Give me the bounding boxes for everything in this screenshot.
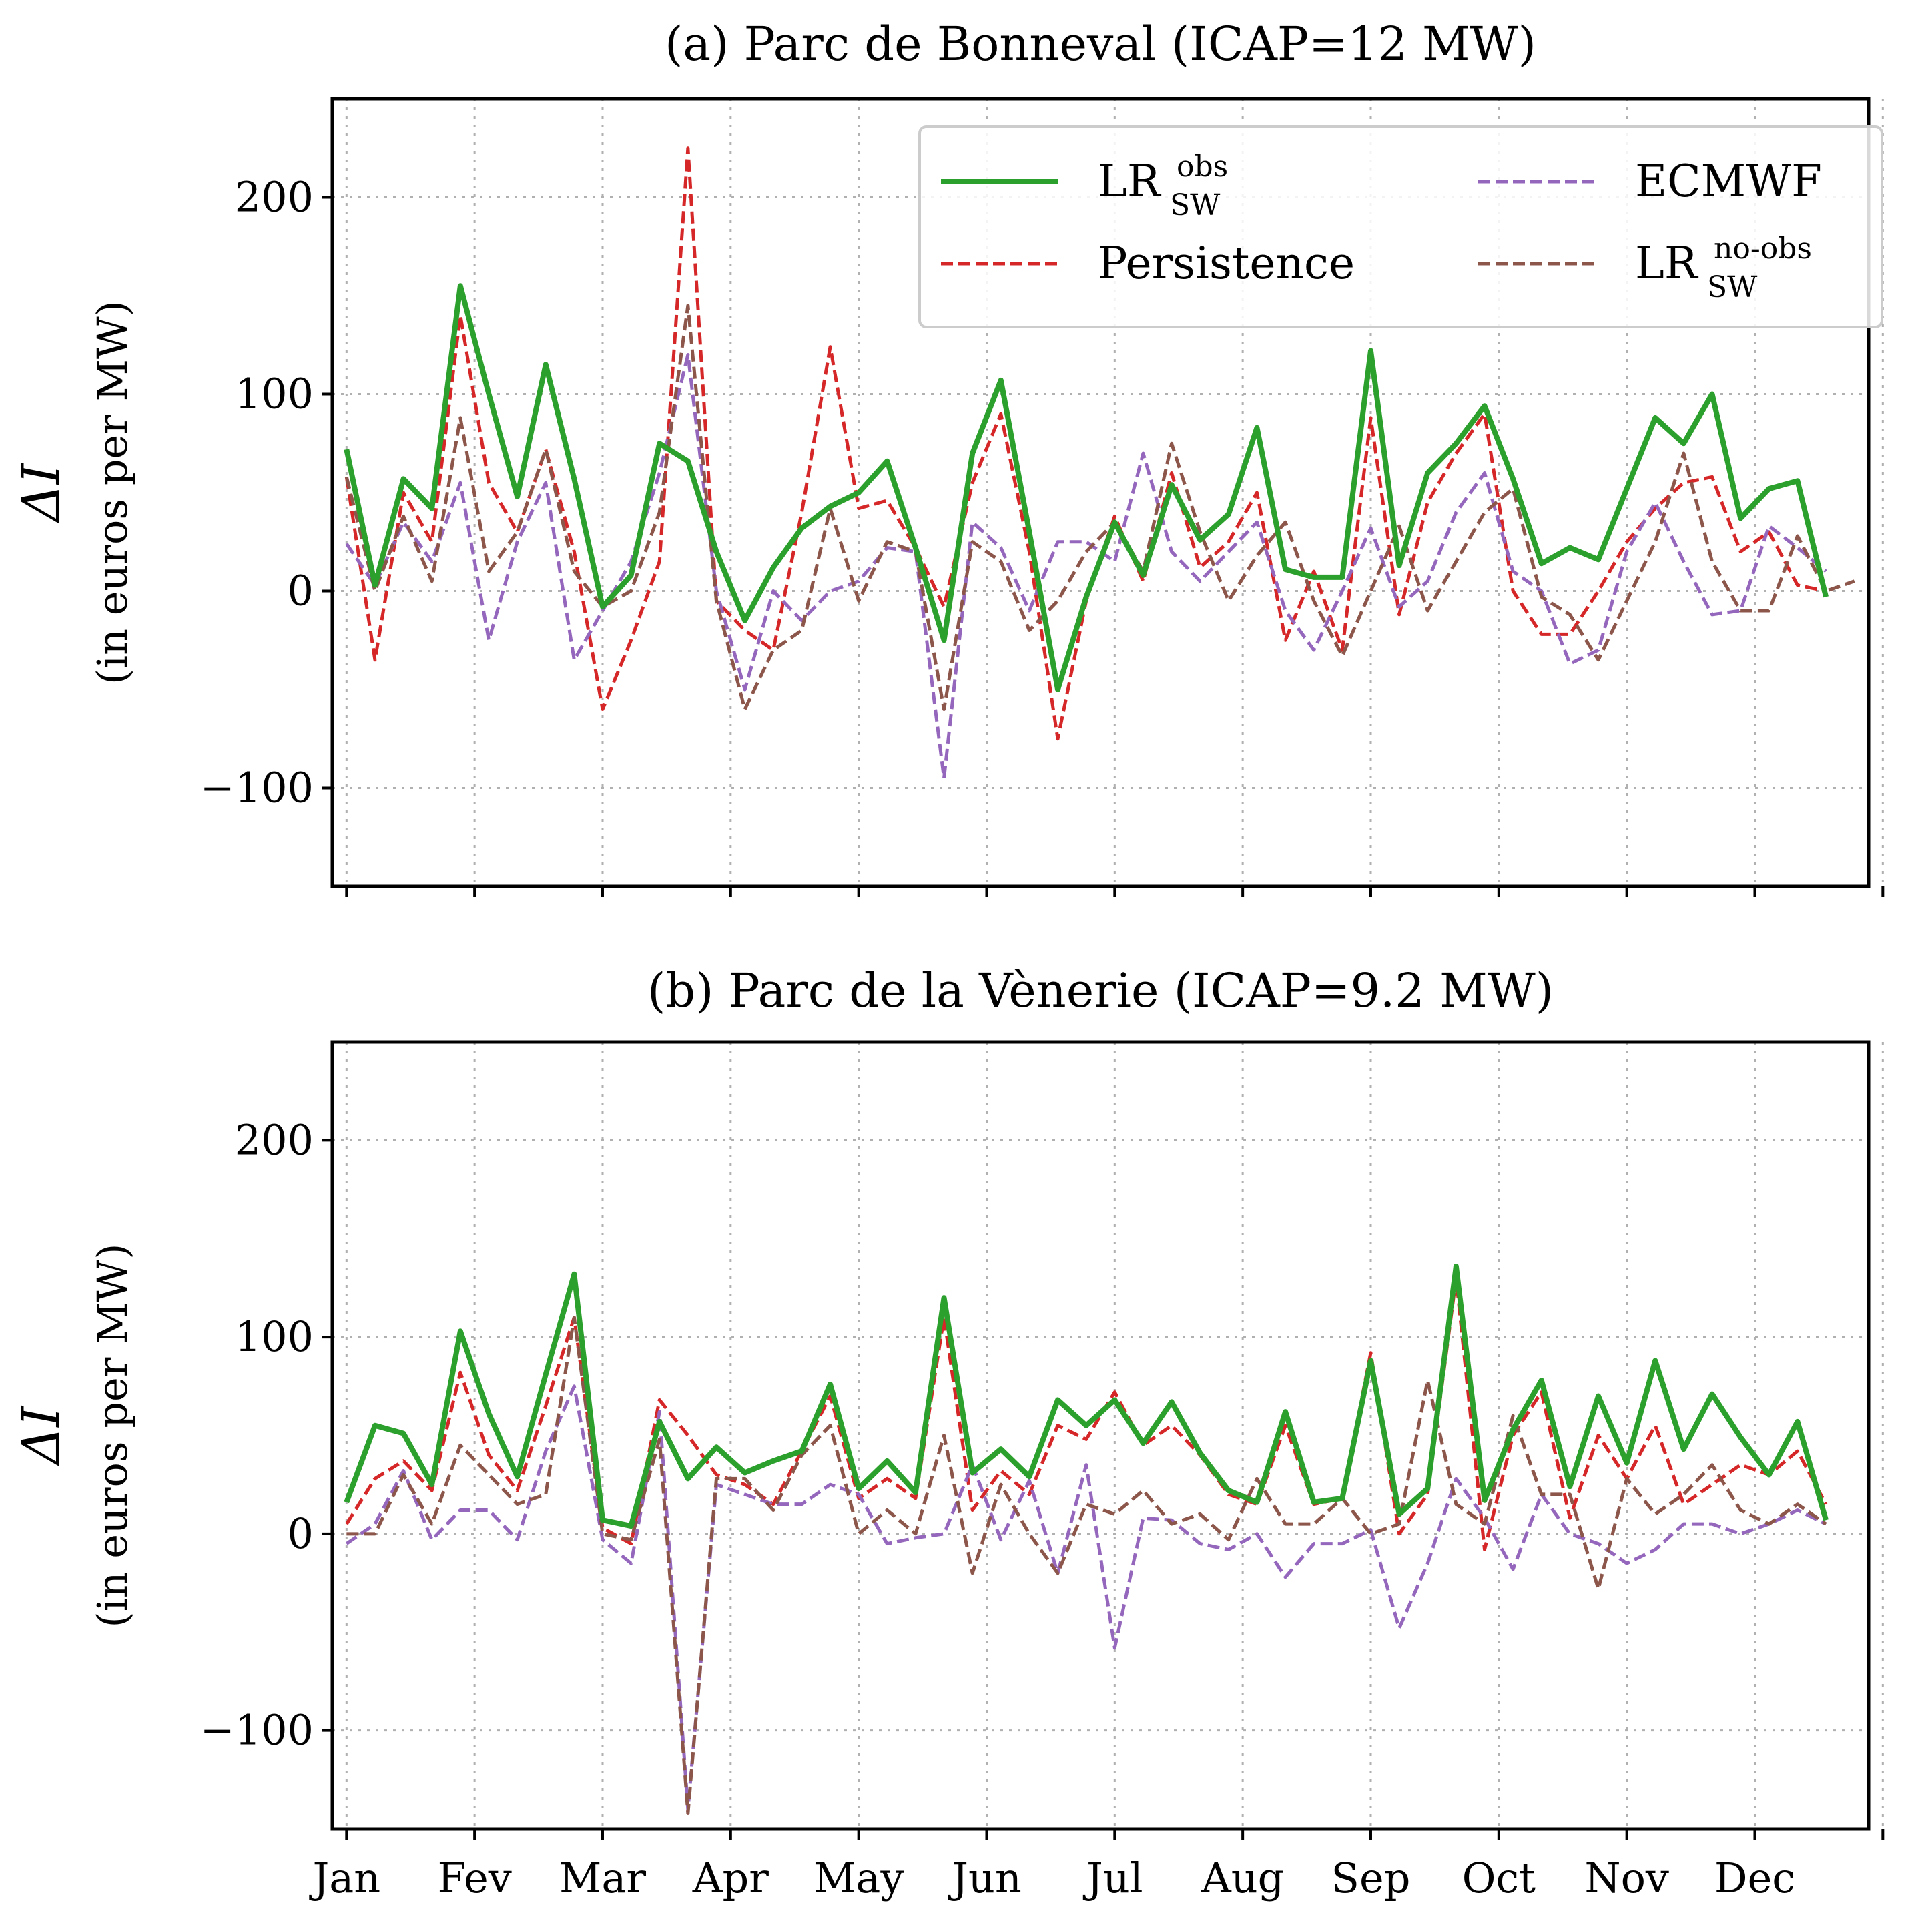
- legend-label: LR: [1635, 238, 1699, 289]
- y-tick-label: 0: [288, 567, 314, 615]
- series-line-lr-sw-obs: [344, 1264, 1829, 1529]
- legend: LR obs SW Persistence ECMWF LR no-obs SW: [918, 125, 1883, 328]
- y-tick-label: −100: [200, 1706, 314, 1755]
- y-axis-label: ΔI (in euros per MW): [11, 300, 137, 685]
- y-axis: −100 0 100 200: [200, 1115, 332, 1755]
- y-axis-label-sub: (in euros per MW): [88, 300, 137, 685]
- y-tick-label: 100: [235, 370, 314, 419]
- legend-label-sub: SW: [1170, 188, 1221, 222]
- x-tick-label: Aug: [1201, 1854, 1284, 1902]
- y-tick-label: 0: [288, 1509, 314, 1558]
- plot-frame: [330, 1040, 1871, 1831]
- legend-label: LR: [1098, 156, 1162, 207]
- x-tick-label: Jun: [948, 1854, 1022, 1902]
- y-axis: −100 0 100 200: [200, 173, 332, 812]
- chart-title: (b) Parc de la Vènerie (ICAP=9.2 MW): [647, 963, 1554, 1018]
- y-axis-label: ΔI (in euros per MW): [11, 1244, 137, 1628]
- legend-box: [918, 125, 1883, 328]
- x-tick-label: Jan: [308, 1854, 380, 1902]
- y-tick-label: 100: [235, 1312, 314, 1361]
- x-tick-label: Apr: [692, 1854, 769, 1902]
- y-axis-label-main: ΔI: [11, 1405, 71, 1466]
- series-group: [344, 146, 1855, 780]
- legend-label-sub: SW: [1707, 270, 1758, 304]
- panel-b: (b) Parc de la Vènerie (ICAP=9.2 MW) −100…: [11, 963, 1885, 1902]
- x-axis: [345, 886, 1885, 897]
- y-axis-label-sub: (in euros per MW): [88, 1244, 137, 1628]
- x-tick-label: Oct: [1462, 1854, 1536, 1902]
- series-group: [344, 1264, 1829, 1815]
- y-tick-label: 200: [235, 173, 314, 222]
- series-line-ecmwf: [345, 353, 1827, 780]
- x-tick-label: Mar: [559, 1854, 646, 1902]
- series-line-ecmwf: [345, 1384, 1827, 1812]
- x-tick-label: Nov: [1584, 1854, 1669, 1902]
- grid-lines: [332, 1042, 1884, 1829]
- x-tick-label: Dec: [1714, 1854, 1795, 1902]
- panel-a: (a) Parc de Bonneval (ICAP=12 MW) −100 0 10…: [11, 17, 1885, 897]
- x-tick-label: May: [814, 1854, 904, 1902]
- y-tick-label: −100: [200, 764, 314, 812]
- y-tick-label: 200: [235, 1115, 314, 1164]
- legend-label: ECMWF: [1635, 156, 1822, 207]
- series-line-lr-sw-obs: [344, 283, 1829, 692]
- legend-label-sup: no-obs: [1714, 232, 1812, 266]
- chart-title: (a) Parc de Bonneval (ICAP=12 MW): [665, 17, 1536, 71]
- plot-frame: [330, 97, 1871, 888]
- x-tick-label: Jul: [1082, 1854, 1143, 1902]
- legend-label-sup: obs: [1177, 150, 1228, 184]
- x-tick-label: Sep: [1331, 1854, 1411, 1902]
- y-axis-label-main: ΔI: [11, 462, 71, 523]
- legend-label: Persistence: [1098, 238, 1355, 289]
- x-tick-label: Fev: [437, 1854, 511, 1902]
- series-line-lr-sw-no-obs: [344, 304, 1855, 711]
- x-axis: Jan Fev Mar Apr May Jun Jul Aug Sep Oct Nov Dec: [308, 1829, 1885, 1902]
- series-line-lr-sw-no-obs: [346, 1316, 1827, 1815]
